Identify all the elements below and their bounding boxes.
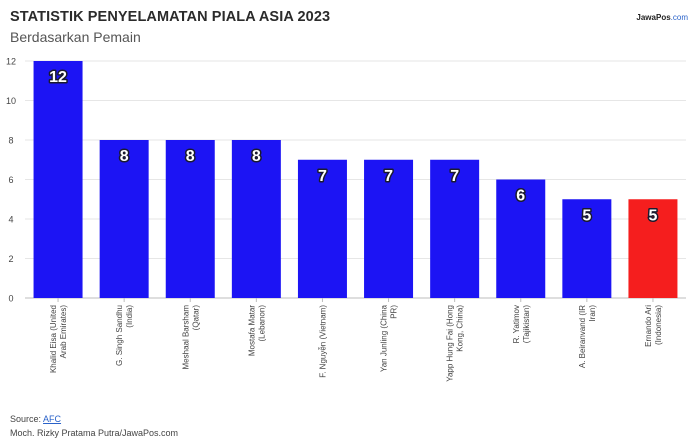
bar bbox=[231, 140, 281, 298]
y-tick-label: 12 bbox=[6, 57, 16, 67]
data-label: 7 bbox=[318, 168, 327, 185]
data-label: 7 bbox=[384, 168, 393, 185]
y-tick-label: 2 bbox=[8, 254, 13, 264]
x-tick-label: R. Yatimov(Tajikistan) bbox=[512, 305, 531, 344]
y-tick-label: 10 bbox=[6, 96, 16, 106]
bar bbox=[99, 140, 149, 298]
bar bbox=[628, 199, 678, 298]
source-label: Source: bbox=[10, 414, 44, 424]
y-tick-label: 8 bbox=[8, 136, 13, 146]
y-tick-label: 6 bbox=[8, 175, 13, 185]
data-label: 7 bbox=[450, 168, 459, 185]
brand-name: JawaPos bbox=[636, 13, 671, 22]
x-tick-label: Khalid Eisa (UnitedArab Emirates) bbox=[49, 305, 68, 373]
bar bbox=[364, 159, 414, 298]
brand-logo: JawaPos.com bbox=[636, 13, 688, 22]
x-tick-label: Yapp Hung Fai (HongKong, China) bbox=[446, 305, 465, 382]
bar bbox=[297, 159, 347, 298]
bar bbox=[562, 199, 612, 298]
y-tick-label: 4 bbox=[8, 215, 13, 225]
source-link[interactable]: AFC bbox=[43, 414, 62, 424]
x-tick-label: Mostafa Matar(Lebanon) bbox=[247, 305, 266, 356]
data-label: 12 bbox=[49, 69, 67, 86]
bar bbox=[430, 159, 480, 298]
x-tick-label: F. Nguyễn (Vietnam) bbox=[318, 305, 327, 378]
data-label: 8 bbox=[252, 148, 261, 165]
chart-subtitle: Berdasarkan Pemain bbox=[10, 29, 141, 45]
x-tick-label: A. Beiranvand (IRIran) bbox=[578, 305, 597, 368]
data-label: 8 bbox=[186, 148, 195, 165]
source-line: Source: AFC bbox=[10, 414, 61, 424]
brand-domain: .com bbox=[670, 13, 688, 22]
data-label: 6 bbox=[516, 188, 525, 205]
x-tick-label: Yan Junling (ChinaPR) bbox=[380, 304, 399, 372]
x-tick-label: Ernando Ari(Indonesia) bbox=[644, 305, 663, 347]
x-tick-label: G. Singh Sandhu(India) bbox=[115, 305, 134, 366]
chart-title: STATISTIK PENYELAMATAN PIALA ASIA 2023 bbox=[10, 9, 331, 25]
x-tick-label: Meshaal Barsham(Qatar) bbox=[181, 305, 200, 370]
bar bbox=[33, 61, 83, 298]
bar bbox=[165, 140, 215, 298]
data-label: 8 bbox=[120, 148, 129, 165]
data-label: 5 bbox=[582, 207, 591, 224]
credit-line: Moch. Rizky Pratama Putra/JawaPos.com bbox=[10, 428, 179, 438]
y-tick-label: 0 bbox=[8, 294, 13, 304]
bar bbox=[496, 179, 546, 298]
data-label: 5 bbox=[648, 207, 657, 224]
